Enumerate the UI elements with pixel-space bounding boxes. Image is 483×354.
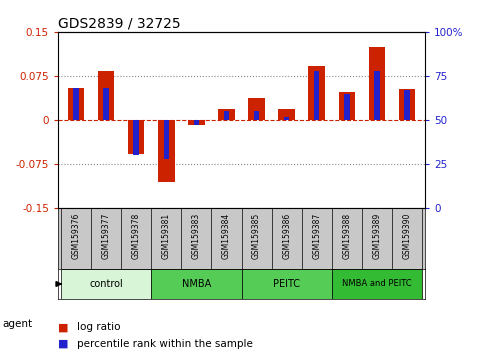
Bar <box>242 269 332 299</box>
Bar <box>404 90 410 120</box>
Bar <box>218 109 235 120</box>
Text: GSM159377: GSM159377 <box>101 213 111 259</box>
Bar <box>309 66 325 120</box>
Bar <box>278 109 295 120</box>
Bar <box>61 269 151 299</box>
Bar <box>133 120 139 155</box>
Text: GSM159386: GSM159386 <box>282 213 291 259</box>
Text: percentile rank within the sample: percentile rank within the sample <box>77 339 253 349</box>
Bar <box>224 111 229 120</box>
Text: NMBA: NMBA <box>182 279 211 289</box>
Bar <box>98 71 114 120</box>
Text: GDS2839 / 32725: GDS2839 / 32725 <box>58 17 181 31</box>
Bar <box>151 269 242 299</box>
Bar <box>314 71 319 120</box>
Text: GSM159378: GSM159378 <box>132 213 141 259</box>
Bar <box>369 47 385 120</box>
Text: GSM159383: GSM159383 <box>192 213 201 259</box>
Bar <box>164 120 169 159</box>
Text: GSM159381: GSM159381 <box>162 213 171 259</box>
Text: control: control <box>89 279 123 289</box>
Bar <box>158 120 174 182</box>
Text: ■: ■ <box>58 339 69 349</box>
Bar <box>128 120 144 154</box>
Text: NMBA and PEITC: NMBA and PEITC <box>342 279 412 289</box>
Bar <box>188 120 205 125</box>
Bar <box>374 71 380 120</box>
Bar <box>344 93 350 120</box>
Bar <box>103 88 109 120</box>
Text: GSM159389: GSM159389 <box>372 213 382 259</box>
Text: GSM159388: GSM159388 <box>342 213 351 259</box>
Bar <box>398 90 415 120</box>
Bar <box>254 111 259 120</box>
Bar <box>339 92 355 120</box>
Text: GSM159385: GSM159385 <box>252 213 261 259</box>
Bar <box>332 269 422 299</box>
Bar <box>284 116 289 120</box>
Bar <box>73 88 79 120</box>
Text: log ratio: log ratio <box>77 322 121 332</box>
Text: ■: ■ <box>58 322 69 332</box>
Text: PEITC: PEITC <box>273 279 300 289</box>
Text: GSM159384: GSM159384 <box>222 213 231 259</box>
Bar <box>68 88 85 120</box>
Bar <box>194 120 199 125</box>
Text: GSM159376: GSM159376 <box>71 213 81 259</box>
Bar <box>248 98 265 120</box>
Text: GSM159390: GSM159390 <box>402 213 412 259</box>
Text: GSM159387: GSM159387 <box>312 213 321 259</box>
Text: agent: agent <box>2 319 32 329</box>
